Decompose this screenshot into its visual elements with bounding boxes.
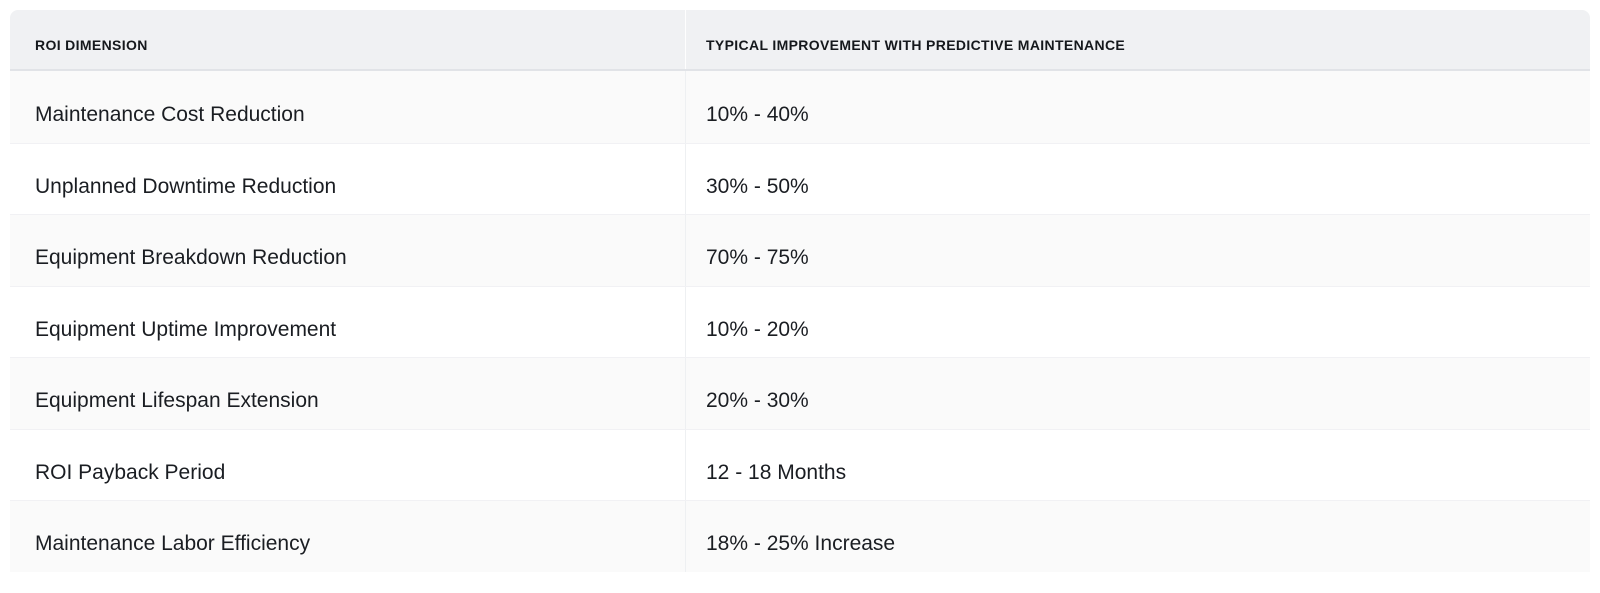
improvement-value-cell: 30% - 50%	[685, 143, 1590, 214]
table-header-row: ROI DIMENSION TYPICAL IMPROVEMENT WITH P…	[10, 10, 1590, 71]
roi-comparison-table: ROI DIMENSION TYPICAL IMPROVEMENT WITH P…	[10, 10, 1590, 572]
table-row: Equipment Breakdown Reduction 70% - 75%	[10, 214, 1590, 286]
improvement-value-cell: 12 - 18 Months	[685, 429, 1590, 500]
roi-dimension-cell: Maintenance Cost Reduction	[35, 102, 305, 126]
table-body: Maintenance Cost Reduction 10% - 40% Unp…	[10, 71, 1590, 572]
roi-dimension-cell: Unplanned Downtime Reduction	[35, 174, 337, 198]
table-row: Maintenance Cost Reduction 10% - 40%	[10, 71, 1590, 143]
roi-dimension-cell: ROI Payback Period	[35, 460, 226, 484]
improvement-value-cell: 10% - 40%	[685, 71, 1590, 143]
table-row: Equipment Lifespan Extension 20% - 30%	[10, 357, 1590, 429]
roi-dimension-cell: Equipment Uptime Improvement	[35, 317, 337, 341]
column-header-roi-dimension: ROI DIMENSION	[35, 36, 148, 53]
column-header-typical-improvement: TYPICAL IMPROVEMENT WITH PREDICTIVE MAIN…	[685, 10, 1590, 69]
table-row: Unplanned Downtime Reduction 30% - 50%	[10, 142, 1590, 214]
roi-dimension-cell: Equipment Breakdown Reduction	[35, 246, 347, 270]
table-row: Equipment Uptime Improvement 10% - 20%	[10, 285, 1590, 357]
table-row: ROI Payback Period 12 - 18 Months	[10, 428, 1590, 500]
roi-dimension-cell: Equipment Lifespan Extension	[35, 389, 319, 413]
improvement-value-cell: 20% - 30%	[685, 358, 1590, 429]
improvement-value-cell: 10% - 20%	[685, 286, 1590, 357]
roi-dimension-cell: Maintenance Labor Efficiency	[35, 532, 311, 556]
improvement-value-cell: 70% - 75%	[685, 215, 1590, 286]
table-row: Maintenance Labor Efficiency 18% - 25% I…	[10, 500, 1590, 572]
improvement-value-cell: 18% - 25% Increase	[685, 501, 1590, 572]
